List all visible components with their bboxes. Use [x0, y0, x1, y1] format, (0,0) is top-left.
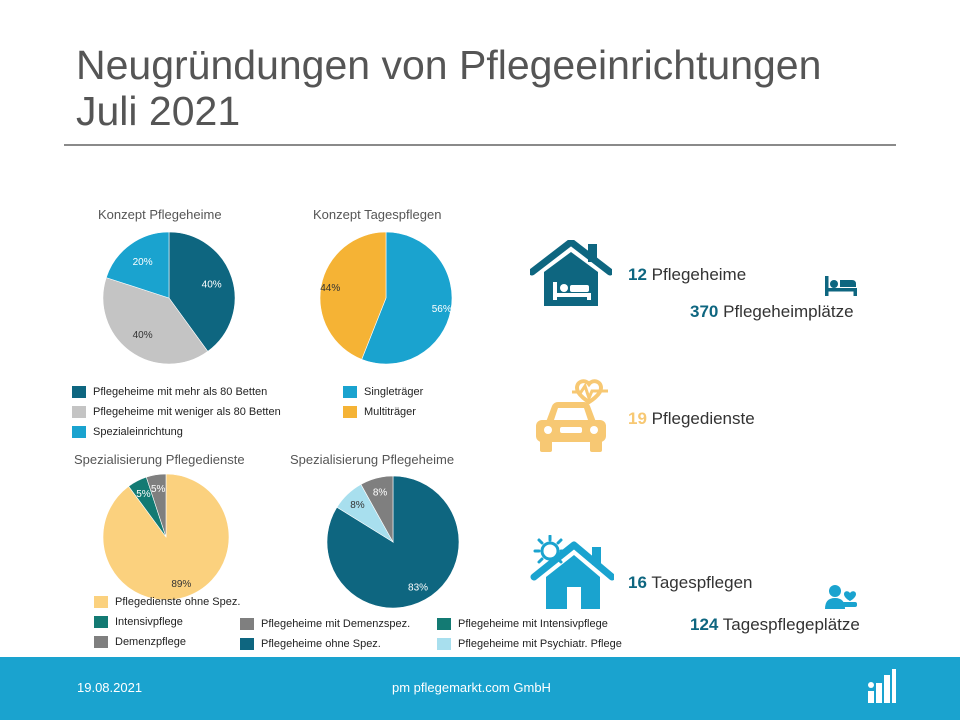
footer-bar: 19.08.2021 pm pflegemarkt.com GmbH: [0, 657, 960, 720]
stat-label: Pflegeheime: [651, 265, 747, 284]
legend-swatch: [94, 596, 108, 608]
stat-number: 12: [628, 265, 647, 284]
pie-slice-demenzpflege: [145, 473, 167, 538]
bed-icon: [825, 276, 857, 296]
stat-number: 19: [628, 409, 647, 428]
pie-data-label: 40%: [133, 330, 153, 341]
page-title: Neugründungen von Pflegeeinrichtungen Ju…: [76, 42, 821, 134]
footer-company: pm pflegemarkt.com GmbH: [392, 680, 551, 695]
legend-swatch: [240, 618, 254, 630]
legend-swatch: [343, 406, 357, 418]
legend-swatch: [72, 426, 86, 438]
pie-data-label: 5%: [151, 484, 166, 495]
legend-item: Multiträger: [343, 402, 423, 422]
legend-label: Pflegeheime mit Intensivpflege: [458, 618, 608, 630]
legend-swatch: [437, 618, 451, 630]
pie-data-label: 5%: [136, 489, 151, 500]
title-line-2: Juli 2021: [76, 88, 241, 134]
stat-number: 370: [690, 302, 719, 321]
pie-data-label: 56%: [432, 304, 452, 315]
pie-data-label: 20%: [133, 257, 153, 268]
pie-slice-multitr-ger: [319, 231, 387, 360]
pie-chart-konzept-pflegeheime: 40% 40% 20%: [102, 231, 236, 365]
legend-swatch: [94, 616, 108, 628]
pie-chart-spezialisierung-pflegedienste: 89% 5% 5%: [102, 473, 230, 601]
legend-label: Pflegeheime mit Psychiatr. Pflege: [458, 638, 622, 650]
pie-data-label: 40%: [202, 280, 222, 291]
pie-slice-singletr-ger: [361, 231, 453, 365]
legend-label: Pflegeheime mit weniger als 80 Betten: [93, 406, 281, 418]
legend-label: Singleträger: [364, 386, 424, 398]
legend-spezialisierung-pflegeheime-a: Pflegeheime mit Demenzspez. Pflegeheime …: [240, 614, 410, 654]
legend-swatch: [72, 386, 86, 398]
stat-pflegedienste: 19 Pflegedienste: [628, 409, 755, 429]
pie-chart-spezialisierung-pflegeheime: 83% 8% 8%: [326, 475, 460, 609]
legend-swatch: [437, 638, 451, 650]
legend-swatch: [240, 638, 254, 650]
title-divider: [64, 144, 896, 146]
pie-data-label: 44%: [320, 283, 340, 294]
legend-label: Pflegeheime mit mehr als 80 Betten: [93, 386, 268, 398]
pie-data-label: 89%: [171, 579, 191, 590]
legend-swatch: [94, 636, 108, 648]
stat-tagespflegeplaetze: 124 Tagespflegeplätze: [690, 615, 860, 635]
company-logo-icon: [868, 669, 896, 703]
legend-label: Multiträger: [364, 406, 416, 418]
person-care-icon: [825, 585, 857, 609]
legend-label: Intensivpflege: [115, 616, 183, 628]
legend-item: Pflegeheime ohne Spez.: [240, 634, 410, 654]
pie-data-label: 8%: [373, 488, 388, 499]
legend-item: Spezialeinrichtung: [72, 422, 281, 442]
legend-konzept-pflegeheime: Pflegeheime mit mehr als 80 Betten Pfleg…: [72, 382, 281, 442]
legend-item: Intensivpflege: [94, 612, 240, 632]
house-with-bed-icon: [530, 240, 612, 306]
legend-label: Pflegedienste ohne Spez.: [115, 596, 241, 608]
chart-title-spezialisierung-pflegedienste: Spezialisierung Pflegedienste: [74, 452, 245, 467]
pie-data-label: 8%: [350, 500, 365, 511]
pie-slice-pflegeheime-mit-mehr-als-80-betten: [168, 231, 236, 352]
stat-label: Tagespflegen: [651, 573, 753, 592]
stat-pflegeheime: 12 Pflegeheime: [628, 265, 746, 285]
legend-konzept-tagespflegen: Singleträger Multiträger: [343, 382, 423, 422]
legend-item: Pflegeheime mit Psychiatr. Pflege: [437, 634, 622, 654]
legend-item: Pflegeheime mit weniger als 80 Betten: [72, 402, 281, 422]
legend-label: Demenzpflege: [115, 636, 186, 648]
legend-spezialisierung-pflegeheime-b: Pflegeheime mit Intensivpflege Pflegehei…: [437, 614, 622, 654]
stat-label: Pflegeheimplätze: [723, 302, 854, 321]
stat-label: Pflegedienste: [651, 409, 755, 428]
legend-item: Pflegeheime mit Intensivpflege: [437, 614, 622, 634]
stat-number: 124: [690, 615, 719, 634]
chart-title-konzept-pflegeheime: Konzept Pflegeheime: [98, 207, 222, 222]
legend-item: Pflegeheime mit Demenzspez.: [240, 614, 410, 634]
chart-title-konzept-tagespflegen: Konzept Tagespflegen: [313, 207, 442, 222]
legend-swatch: [72, 406, 86, 418]
title-line-1: Neugründungen von Pflegeeinrichtungen: [76, 42, 822, 88]
legend-label: Pflegeheime mit Demenzspez.: [261, 618, 411, 630]
chart-title-spezialisierung-pflegeheime: Spezialisierung Pflegeheime: [290, 452, 455, 467]
stat-number: 16: [628, 573, 647, 592]
house-with-sun-icon: [530, 535, 614, 609]
stat-label: Tagespflegeplätze: [722, 615, 860, 634]
legend-item: Pflegeheime mit mehr als 80 Betten: [72, 382, 281, 402]
pie-slice-spezialeinrichtung: [105, 231, 170, 299]
legend-item: Pflegedienste ohne Spez.: [94, 592, 240, 612]
pie-chart-konzept-tagespflegen: 56% 44%: [319, 231, 453, 365]
stat-pflegeheimplaetze: 370 Pflegeheimplätze: [690, 302, 854, 322]
footer-date: 19.08.2021: [77, 680, 143, 695]
pie-slice-pflegeheime-mit-weniger-als-80-betten: [102, 277, 209, 365]
pie-slice-pflegeheime-mit-demenzspez: [360, 475, 394, 544]
legend-spezialisierung-pflegedienste: Pflegedienste ohne Spez. Intensivpflege …: [94, 592, 240, 652]
car-with-heartbeat-icon: [536, 379, 608, 452]
legend-swatch: [343, 386, 357, 398]
legend-label: Spezialeinrichtung: [93, 426, 183, 438]
stat-tagespflegen: 16 Tagespflegen: [628, 573, 752, 593]
legend-label: Pflegeheime ohne Spez.: [261, 638, 381, 650]
legend-item: Singleträger: [343, 382, 423, 402]
pie-data-label: 83%: [408, 582, 428, 593]
legend-item: Demenzpflege: [94, 632, 240, 652]
